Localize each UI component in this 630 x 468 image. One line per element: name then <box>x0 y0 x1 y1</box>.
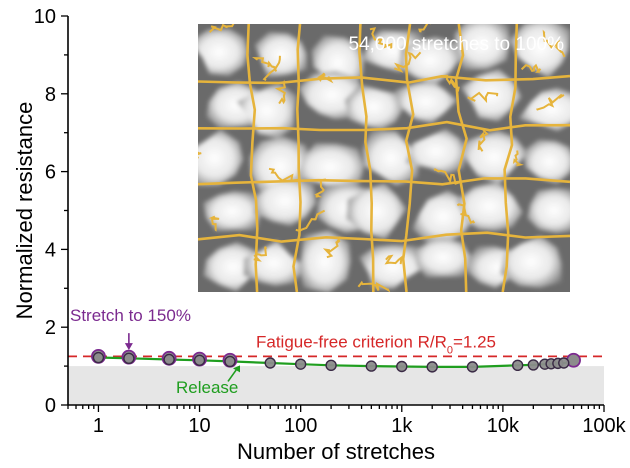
stretch-annotation: Stretch to 150% <box>70 306 191 325</box>
release-point <box>365 360 378 372</box>
inset-crack-branch <box>520 63 542 73</box>
inset-crack-branch <box>317 72 334 84</box>
inset-island <box>399 36 461 84</box>
y-tick-label: 2 <box>45 317 56 339</box>
release-point <box>558 357 570 369</box>
release-point <box>527 359 540 371</box>
x-tick-label: 1k <box>391 415 413 437</box>
release-annotation: Release <box>176 378 238 397</box>
inset-crack <box>198 74 570 85</box>
inset-caption: 54,000 stretches to 100% <box>349 34 565 55</box>
inset-crack-branch <box>512 150 524 167</box>
inset-island <box>198 28 248 76</box>
inset-crack <box>501 24 519 292</box>
inset-island <box>509 24 570 78</box>
x-tick-label: 10 <box>188 415 210 437</box>
x-ticks: 1 10 100 1k 10k 100k <box>67 405 627 437</box>
inset-island <box>454 24 510 70</box>
inset-crack-branch <box>536 93 565 111</box>
inset-island <box>296 143 365 191</box>
release-points <box>92 351 570 373</box>
inset-crack-branch <box>253 246 268 262</box>
release-point <box>511 359 524 372</box>
inset-island <box>527 188 570 233</box>
release-point <box>193 354 206 366</box>
x-axis-title: Number of stretches <box>237 439 435 464</box>
release-point <box>396 360 408 373</box>
inset-crack-branch <box>393 51 422 73</box>
inset-crack-branch <box>274 79 286 105</box>
inset-island <box>198 129 244 187</box>
inset-crack-branch <box>418 24 431 33</box>
inset-crack <box>198 231 570 243</box>
release-point <box>466 361 479 373</box>
inset-crack-branch <box>477 129 489 152</box>
stretch-arrowhead <box>124 343 133 351</box>
release-point <box>426 361 438 373</box>
inset-crack-branch <box>542 29 566 58</box>
fatigue-criterion-label: Fatigue-free criterion R/R0=1.25 <box>256 332 496 356</box>
inset-island <box>346 183 407 240</box>
inset-island <box>523 139 570 184</box>
fatigue-criterion-label-prefix: Fatigue-free criterion R/R <box>256 332 447 351</box>
inset-island <box>203 191 261 232</box>
y-tick-label: 4 <box>45 239 56 261</box>
inset-crack-branch <box>433 168 462 185</box>
inset-island <box>413 237 473 278</box>
x-tick-label: 1 <box>93 415 104 437</box>
shaded-band <box>68 366 604 405</box>
inset-crack-branch <box>441 74 460 92</box>
inset-crack-branch <box>251 57 277 70</box>
inset-crack <box>246 24 259 292</box>
x-tick-label: 10k <box>487 415 520 437</box>
inset-crack-branch <box>314 178 327 198</box>
inset-crack-branch <box>357 280 391 292</box>
inset-island <box>243 240 305 286</box>
inset-crack <box>454 24 468 292</box>
release-arrowhead <box>232 365 240 373</box>
inset-crack-branch <box>384 254 403 265</box>
inset-crack <box>198 120 570 132</box>
release-point <box>163 353 175 366</box>
inset-crack-branch <box>369 27 393 50</box>
inset-crack-branch <box>456 203 476 225</box>
inset-island <box>203 242 263 292</box>
inset-crack-branch <box>262 55 281 81</box>
fatigue-criterion-label-sub: 0 <box>447 344 453 356</box>
inset-crack <box>198 177 570 186</box>
inset-crack-branch <box>208 24 235 33</box>
inset-crack-branch <box>467 91 499 104</box>
y-ticks: 0 2 4 6 8 10 <box>34 6 68 417</box>
y-tick-label: 8 <box>45 84 56 106</box>
inset-crack-branch <box>198 151 202 159</box>
release-point <box>294 358 307 370</box>
release-point <box>92 351 105 364</box>
release-point <box>224 355 236 368</box>
inset-island <box>344 84 403 130</box>
x-tick-label: 100 <box>284 415 317 437</box>
inset-crack-branch <box>268 167 301 183</box>
inset-crack-branch <box>295 209 326 232</box>
fatigue-criterion-label-suffix: =1.25 <box>453 332 496 351</box>
inset-island <box>359 244 427 290</box>
release-point <box>264 357 276 369</box>
inset-crack <box>292 24 302 292</box>
inset-island <box>405 128 466 175</box>
release-point <box>325 359 337 372</box>
y-tick-label: 10 <box>34 6 56 28</box>
inset-island <box>460 69 522 122</box>
y-tick-label: 6 <box>45 162 56 184</box>
inset-island <box>500 235 562 288</box>
y-axis-title: Normalized resistance <box>12 102 37 320</box>
inset-crack-branch <box>322 236 342 259</box>
y-tick-label: 0 <box>45 395 56 417</box>
inset-crack <box>401 24 415 292</box>
inset-crack-branch <box>208 215 220 232</box>
inset-crack <box>358 24 375 292</box>
inset-island <box>362 130 420 186</box>
sem-inset-image <box>198 24 570 292</box>
release-point <box>123 352 135 365</box>
x-tick-label: 100k <box>582 415 626 437</box>
